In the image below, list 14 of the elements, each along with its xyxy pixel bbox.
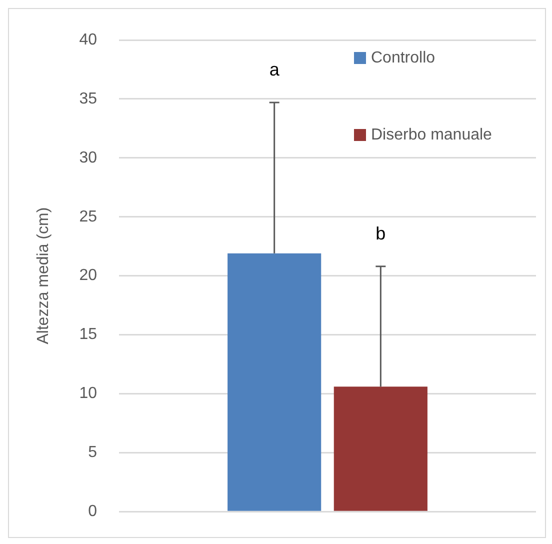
y-tick-label: 0 [88, 503, 98, 520]
y-tick-label: 10 [79, 385, 98, 402]
annotation: b [376, 223, 386, 244]
y-tick-label: 20 [79, 267, 98, 284]
legend-label: Controllo [371, 49, 436, 66]
y-tick-label: 40 [79, 31, 98, 48]
annotation: a [269, 59, 280, 80]
y-axis-title: Altezza media (cm) [35, 207, 52, 344]
y-tick-label: 35 [79, 90, 98, 108]
y-tick-label: 15 [79, 326, 98, 344]
y-tick-label: 5 [88, 444, 98, 462]
y-tick-label: 25 [79, 208, 98, 226]
legend-label: Diserbo manuale [371, 126, 492, 144]
y-tick-label: 30 [79, 149, 98, 166]
